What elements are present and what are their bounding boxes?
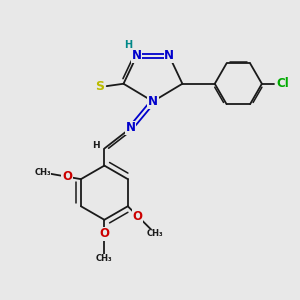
Text: CH₃: CH₃: [96, 254, 113, 263]
Text: S: S: [95, 80, 104, 93]
Text: Cl: Cl: [277, 77, 290, 90]
Text: CH₃: CH₃: [147, 229, 164, 238]
Text: O: O: [133, 210, 143, 223]
Text: CH₃: CH₃: [34, 168, 51, 177]
Text: N: N: [164, 49, 174, 62]
Text: O: O: [62, 170, 72, 183]
Text: N: N: [132, 49, 142, 62]
Text: N: N: [126, 122, 136, 134]
Text: N: N: [148, 95, 158, 108]
Text: H: H: [124, 40, 132, 50]
Text: O: O: [99, 227, 110, 240]
Text: H: H: [92, 141, 99, 150]
